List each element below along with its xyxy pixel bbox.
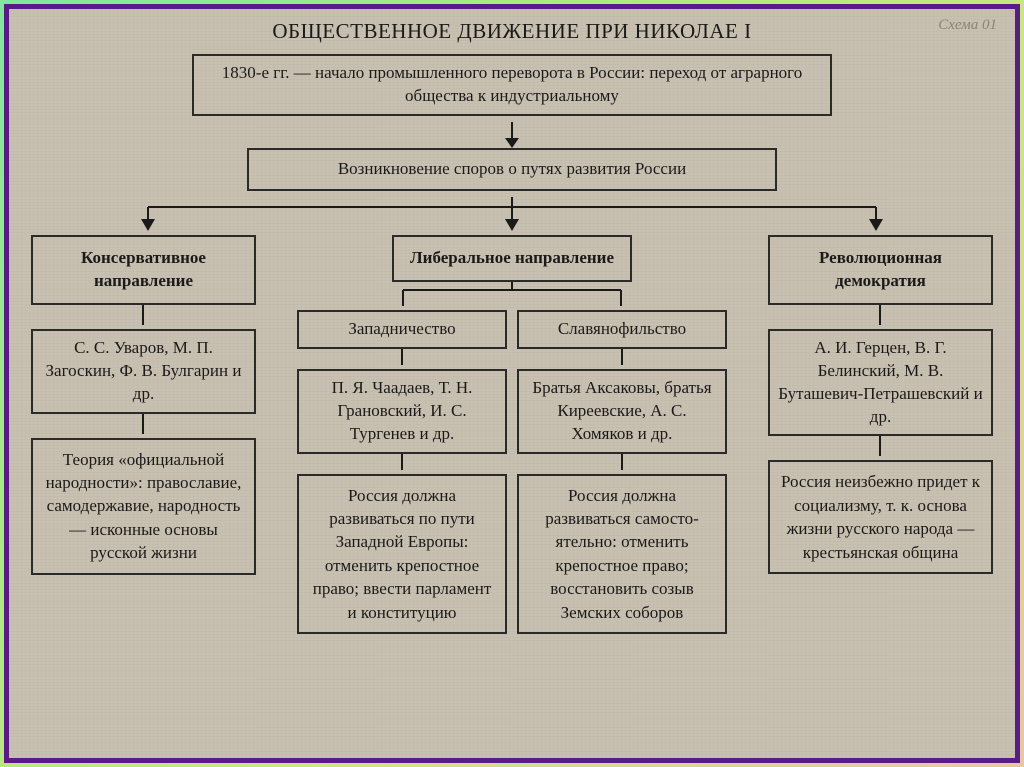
arrow-down-icon xyxy=(500,122,524,148)
connector-line xyxy=(517,454,727,470)
slavophilism-column: Славянофильство Братья Аксаковы, братья … xyxy=(517,310,727,634)
diagram-title: ОБЩЕСТВЕННОЕ ДВИЖЕНИЕ ПРИ НИКОЛАЕ I xyxy=(31,19,993,44)
corner-label: Схема 01 xyxy=(938,17,997,34)
slavophilism-title: Славянофильство xyxy=(517,310,727,349)
connector-line xyxy=(517,349,727,365)
conservative-column: Консервативное направление С. С. Уваров,… xyxy=(31,235,256,634)
slavophilism-description: Россия должна развиваться самосто­ятельн… xyxy=(517,474,727,635)
westernism-title: Западничество xyxy=(297,310,507,349)
connector-line xyxy=(768,436,993,456)
connector-line xyxy=(297,349,507,365)
liberal-heading: Либеральное направление xyxy=(392,235,632,282)
disputes-box: Возникновение споров о путях развития Ро… xyxy=(247,148,777,191)
three-way-connector xyxy=(32,197,992,231)
conservative-heading: Консервативное направление xyxy=(31,235,256,305)
columns-row: Консервативное направление С. С. Уваров,… xyxy=(31,235,993,634)
westernism-column: Западничество П. Я. Чаадаев, Т. Н. Грано… xyxy=(297,310,507,634)
diagram-content: Схема 01 ОБЩЕСТВЕННОЕ ДВИЖЕНИЕ ПРИ НИКОЛ… xyxy=(9,9,1015,758)
conservative-description: Теория «официаль­ной народности»: правос… xyxy=(31,438,256,575)
purple-border: Схема 01 ОБЩЕСТВЕННОЕ ДВИЖЕНИЕ ПРИ НИКОЛ… xyxy=(4,4,1020,763)
revolutionary-people: А. И. Герцен, В. Г. Белинский, М. В. Бут… xyxy=(768,329,993,437)
conservative-people: С. С. Уваров, М. П. Загоскин, Ф. В. Булг… xyxy=(31,329,256,414)
connector-line xyxy=(31,305,256,325)
liberal-subrow: Западничество П. Я. Чаадаев, Т. Н. Грано… xyxy=(297,310,727,634)
westernism-people: П. Я. Чаадаев, Т. Н. Грановский, И. С. Т… xyxy=(297,369,507,454)
connector-line xyxy=(768,305,993,325)
westernism-description: Россия должна развиваться по пути Западн… xyxy=(297,474,507,635)
connector-line xyxy=(297,454,507,470)
connector-line xyxy=(31,414,256,434)
outer-gradient-frame: Схема 01 ОБЩЕСТВЕННОЕ ДВИЖЕНИЕ ПРИ НИКОЛ… xyxy=(0,0,1024,767)
liberal-column: Либеральное направление Западничество xyxy=(297,235,727,634)
revolutionary-column: Революционная демократия А. И. Герцен, В… xyxy=(768,235,993,634)
revolutionary-heading: Революционная демократия xyxy=(768,235,993,305)
revolutionary-description: Россия неизбежно придет к социализму, т.… xyxy=(768,460,993,574)
context-box: 1830-е гг. — начало промышленного перево… xyxy=(192,54,832,116)
slavophilism-people: Братья Аксаковы, братья Киреевские, А. С… xyxy=(517,369,727,454)
liberal-split-connector xyxy=(297,282,727,306)
